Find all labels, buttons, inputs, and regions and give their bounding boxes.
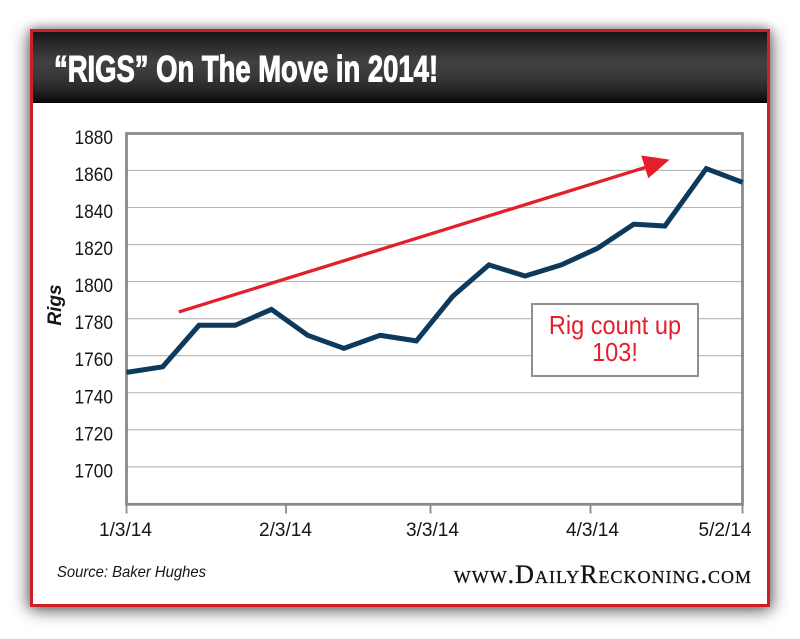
svg-text:1780: 1780 [75,312,114,334]
svg-text:1800: 1800 [75,275,114,297]
svg-text:2/3/14: 2/3/14 [259,519,312,541]
svg-text:1740: 1740 [75,386,114,408]
svg-text:5/2/14: 5/2/14 [699,519,752,541]
svg-text:1840: 1840 [75,201,114,223]
svg-text:1880: 1880 [75,127,114,149]
svg-text:3/3/14: 3/3/14 [406,519,459,541]
svg-text:1820: 1820 [75,238,114,260]
svg-text:Rigs: Rigs [45,284,66,325]
svg-text:1860: 1860 [75,164,114,186]
svg-text:1700: 1700 [75,460,114,482]
svg-text:1760: 1760 [75,349,114,371]
svg-text:1720: 1720 [75,423,114,445]
svg-text:1/3/14: 1/3/14 [99,519,152,541]
svg-text:4/3/14: 4/3/14 [566,519,619,541]
